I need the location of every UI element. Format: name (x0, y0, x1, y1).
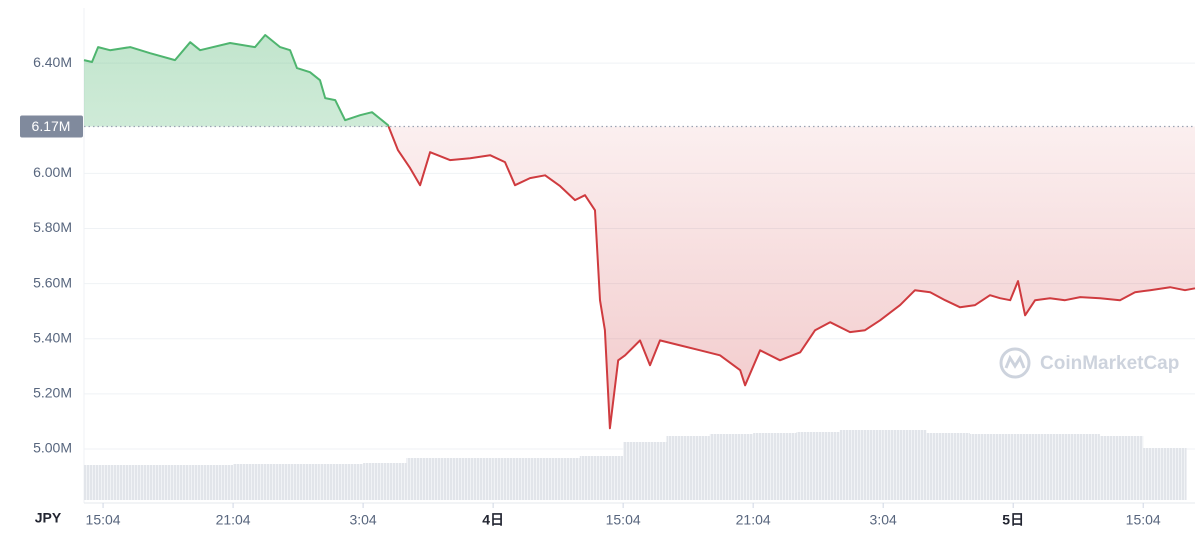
price-line-down (387, 126, 1196, 430)
volume-bars (84, 430, 1187, 500)
x-tick-label: 21:04 (216, 512, 251, 528)
x-tick-label: 4日 (482, 512, 504, 528)
watermark-text: CoinMarketCap (1040, 353, 1179, 374)
area-up (84, 35, 1195, 127)
watermark-logo (999, 347, 1031, 379)
volume-bar (623, 442, 667, 500)
volume-bar (1099, 436, 1144, 500)
volume-bar (449, 458, 494, 500)
volume-bar (926, 433, 970, 500)
y-tick-label: 5.20M (33, 385, 72, 401)
volume-bar (883, 430, 927, 500)
volume-bar (189, 465, 234, 500)
volume-bar (406, 458, 450, 500)
volume-bar (666, 436, 710, 500)
x-tick-label: 3:04 (349, 512, 376, 528)
watermark: CoinMarketCap (999, 347, 1179, 379)
volume-bar (709, 434, 754, 500)
volume-bar (579, 456, 624, 500)
volume-bar (969, 434, 1014, 500)
currency-label: JPY (35, 510, 62, 526)
volume-bar (1056, 434, 1100, 500)
y-tick-label: 5.80M (33, 219, 72, 235)
y-tick-label: 6.00M (33, 164, 72, 180)
volume-bar (363, 463, 407, 500)
volume-bar (319, 464, 364, 500)
baseline-label: 6.17M (32, 118, 71, 134)
x-tick-label: 15:04 (86, 512, 121, 528)
y-tick-label: 5.40M (33, 329, 72, 345)
y-tick-label: 5.60M (33, 274, 72, 290)
baseline-label-box (20, 115, 83, 138)
axes: 6.40M 6.00M 5.80M 5.60M 5.40M 5.20M 5.00M 15:04… (20, 54, 1161, 528)
volume-bar (753, 433, 797, 500)
x-tick-label: 15:04 (606, 512, 641, 528)
x-tick-label: 3:04 (870, 512, 897, 528)
x-tick-label: 15:04 (1126, 512, 1161, 528)
watermark-logo-mark (1004, 354, 1026, 369)
volume-bar (146, 465, 190, 500)
y-tick-label: 5.00M (33, 440, 72, 456)
volume-bar (1143, 448, 1187, 500)
volume-bar (103, 465, 147, 500)
volume-bar (796, 432, 840, 500)
volume-bar (839, 430, 884, 500)
x-tick-label: 5日 (1002, 512, 1024, 528)
volume-bar (536, 458, 580, 500)
price-line-up (83, 34, 390, 127)
y-tick-label: 6.40M (33, 54, 72, 70)
volume-bar (84, 465, 104, 500)
volume-bar (1013, 434, 1057, 500)
volume-bar (276, 464, 320, 500)
lines (83, 34, 1196, 430)
volume-bar (493, 458, 537, 500)
volume-bar (233, 464, 277, 500)
x-tick-label: 21:04 (736, 512, 771, 528)
